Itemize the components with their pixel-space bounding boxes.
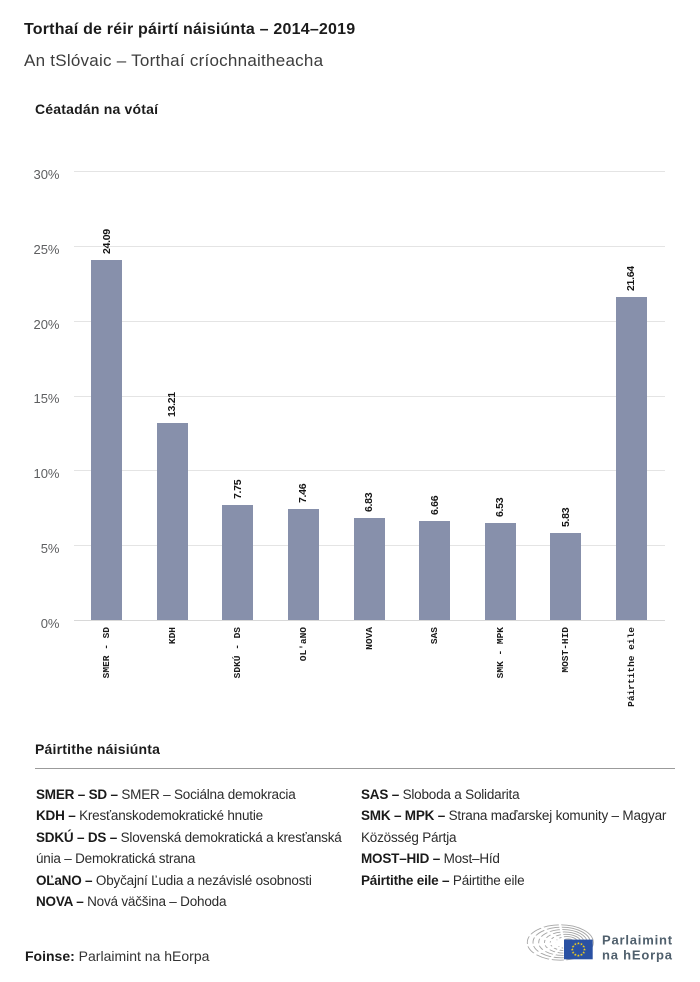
svg-text:na hEorpa: na hEorpa bbox=[602, 948, 673, 963]
svg-text:Parlaimint: Parlaimint bbox=[602, 933, 673, 948]
